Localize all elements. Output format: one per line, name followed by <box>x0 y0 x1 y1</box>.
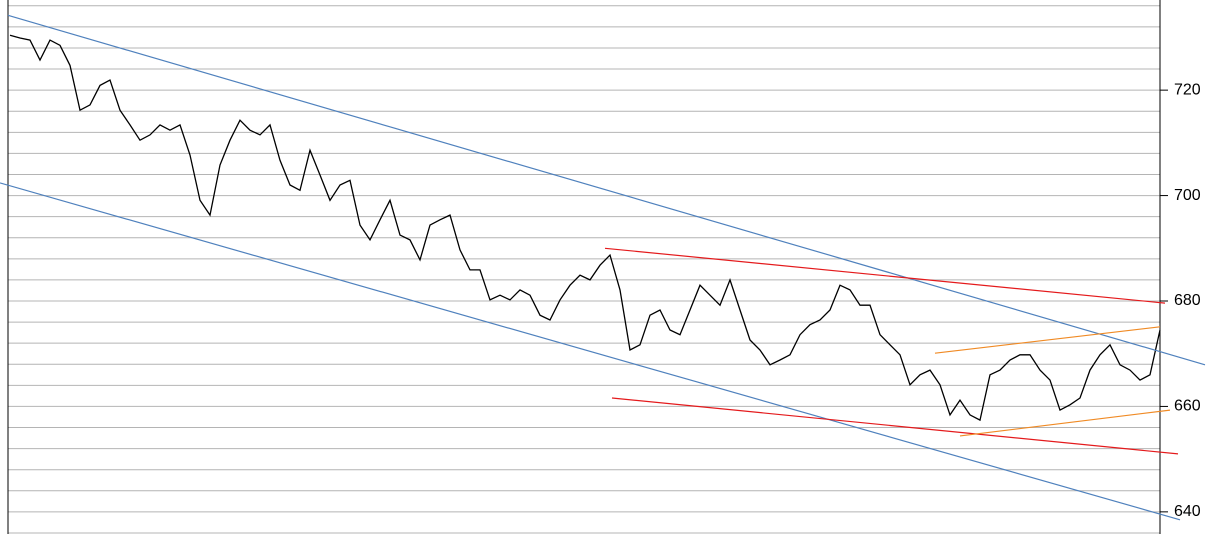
y-tick-label: 720 <box>1174 81 1201 98</box>
trend-line <box>7 14 1206 366</box>
y-tick-label: 640 <box>1174 503 1201 520</box>
trend-line <box>604 247 1166 304</box>
trend-line <box>934 326 1161 354</box>
y-tick-label: 660 <box>1174 398 1201 415</box>
trend-line <box>0 182 1181 521</box>
trend-line <box>611 397 1179 455</box>
y-tick-label: 700 <box>1174 187 1201 204</box>
trend-line <box>959 409 1171 437</box>
price-line <box>9 34 1161 422</box>
y-tick-label: 680 <box>1174 292 1201 309</box>
